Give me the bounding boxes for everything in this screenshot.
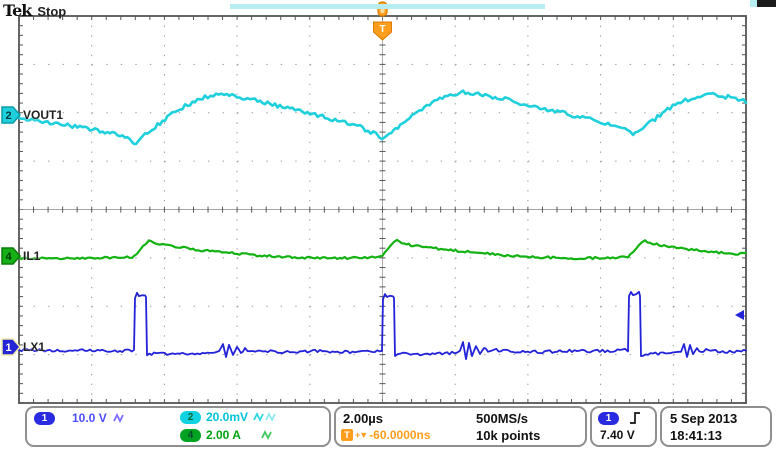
datetime-box: 5 Sep 2013 18:41:13 — [660, 406, 772, 447]
rising-edge-icon — [630, 412, 640, 424]
channel2-label: VOUT1 — [23, 108, 64, 122]
svg-text:T: T — [379, 24, 385, 35]
trigger-delay-value: -60.0000ns — [369, 428, 431, 442]
top-right-block — [757, 0, 776, 7]
svg-text:2: 2 — [5, 110, 11, 122]
channel1-badge[interactable]: 1 — [34, 411, 55, 425]
channel2-badge[interactable]: 2 — [180, 410, 201, 424]
channel4-badge[interactable]: 4 — [180, 428, 201, 442]
channel1-scale: 10.0 V — [72, 411, 107, 425]
trigger-source-badge[interactable]: 1 — [598, 411, 619, 425]
trigger-delay-icons: +▼ — [355, 430, 368, 440]
date-label: 5 Sep 2013 — [670, 411, 738, 426]
trigger-readout-box[interactable]: 1 7.40 V — [590, 406, 657, 447]
trigger-t-icon: T — [341, 429, 353, 441]
timebase-readout-box[interactable]: 2.00µs 500MS/s T +▼ -60.0000ns 10k point… — [334, 406, 587, 447]
timebase-scale: 2.00µs — [343, 411, 384, 426]
trigger-t-flag[interactable] — [373, 21, 392, 41]
acquisition-status: Stop — [37, 4, 67, 19]
trigger-level: 7.40 V — [600, 428, 635, 442]
vout1-trace — [17, 89, 748, 146]
header: Tek Stop — [3, 1, 66, 20]
channel2-coupling-icon — [253, 411, 276, 423]
channel4-coupling-icon — [261, 429, 272, 441]
channel4-label: IL1 — [23, 249, 41, 263]
channel4-readout[interactable]: 4 2.00 A — [180, 428, 274, 442]
channel4-scale: 2.00 A — [206, 428, 241, 442]
channel4-position-marker[interactable] — [1, 247, 21, 265]
tek-logo: Tek — [3, 1, 32, 20]
svg-text:1: 1 — [5, 342, 11, 354]
channel2-scale: 20.0mV — [206, 410, 249, 424]
channel-readout-box[interactable]: 1 10.0 V 2 20.0mV 4 2.00 A — [25, 406, 331, 447]
record-length: 10k points — [476, 428, 541, 443]
il1-trace — [17, 238, 748, 261]
channel1-position-marker[interactable] — [1, 338, 21, 356]
sample-rate: 500MS/s — [476, 411, 529, 426]
channel1-coupling-icon — [112, 412, 124, 424]
trigger-level-arrow[interactable] — [735, 310, 744, 320]
lx1-trace — [18, 290, 747, 360]
channel1-label: LX1 — [23, 340, 46, 354]
trigger-position-readout: T +▼ -60.0000ns — [341, 428, 431, 442]
channel2-position-marker[interactable] — [1, 106, 21, 124]
waveform-position-bar — [230, 4, 545, 9]
channel1-readout[interactable]: 1 10.0 V — [34, 411, 174, 425]
waveform-position-bar-fragment — [750, 0, 757, 7]
svg-text:4: 4 — [5, 251, 12, 263]
channel2-readout[interactable]: 2 20.0mV — [180, 410, 277, 424]
time-label: 18:41:13 — [670, 428, 723, 443]
